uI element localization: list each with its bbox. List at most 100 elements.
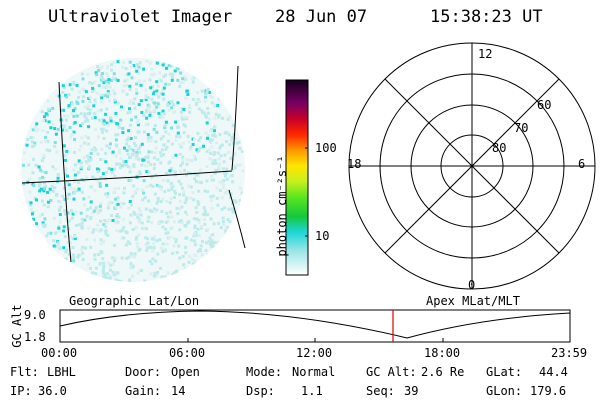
emission-pixel (117, 215, 121, 219)
emission-pixel (63, 158, 67, 162)
emission-pixel (229, 192, 233, 196)
emission-pixel (41, 223, 45, 227)
emission-pixel (204, 241, 208, 245)
emission-pixel (178, 256, 182, 260)
emission-pixel (158, 151, 162, 155)
emission-pixel (70, 132, 74, 136)
emission-pixel (146, 241, 150, 245)
seq-value: 39 (404, 384, 419, 398)
emission-pixel (89, 152, 93, 156)
emission-pixel (209, 141, 213, 145)
glat-label: GLat: (486, 365, 523, 379)
emission-pixel (122, 159, 126, 163)
emission-pixel (159, 154, 163, 158)
emission-pixel (41, 129, 45, 132)
emission-pixel (173, 170, 177, 174)
emission-pixel (200, 89, 204, 93)
emission-pixel (119, 279, 123, 282)
emission-pixel (207, 134, 211, 137)
emission-pixel (170, 226, 174, 230)
emission-pixel (163, 143, 167, 147)
emission-pixel (107, 261, 111, 265)
emission-pixel (116, 60, 120, 64)
emission-pixel (146, 122, 150, 126)
emission-pixel (178, 207, 182, 211)
emission-pixel (124, 243, 128, 247)
emission-pixel (96, 210, 100, 214)
emission-pixel (29, 136, 33, 140)
emission-pixel (97, 84, 101, 88)
emission-pixel (80, 72, 84, 76)
emission-pixel (207, 148, 211, 152)
emission-pixel (139, 99, 143, 103)
emission-pixel (184, 251, 188, 255)
emission-pixel (161, 109, 165, 113)
emission-pixel (102, 158, 106, 161)
emission-pixel (185, 162, 189, 166)
emission-pixel (210, 178, 214, 182)
emission-pixel (205, 88, 209, 92)
emission-pixel (192, 234, 196, 238)
emission-pixel (238, 163, 242, 167)
emission-pixel (150, 220, 154, 224)
emission-pixel (125, 78, 129, 82)
emission-pixel (167, 108, 171, 112)
emission-pixel (114, 77, 118, 81)
emission-pixel (179, 71, 183, 75)
emission-pixel (166, 102, 170, 106)
colorbar (285, 79, 309, 276)
emission-pixel (178, 135, 182, 139)
emission-pixel (155, 130, 159, 134)
door-label: Door: (125, 365, 162, 379)
emission-pixel (102, 81, 106, 85)
emission-pixel (101, 257, 105, 261)
emission-pixel (38, 214, 42, 218)
emission-pixel (79, 211, 83, 215)
emission-pixel (144, 207, 148, 211)
emission-pixel (170, 185, 174, 189)
emission-pixel (165, 145, 169, 149)
emission-pixel (139, 172, 142, 176)
emission-pixel (182, 117, 186, 121)
emission-pixel (154, 259, 158, 263)
emission-pixel (152, 246, 156, 250)
emission-pixel (144, 156, 148, 159)
emission-pixel (151, 92, 155, 96)
emission-pixel (44, 112, 48, 116)
emission-pixel (80, 248, 84, 252)
emission-pixel (153, 90, 157, 94)
emission-pixel (100, 75, 104, 79)
emission-pixel (220, 207, 224, 211)
emission-pixel (137, 79, 141, 83)
emission-pixel (192, 239, 196, 243)
emission-pixel (67, 106, 71, 109)
emission-pixel (140, 221, 144, 225)
emission-pixel (197, 218, 201, 222)
emission-pixel (164, 227, 168, 231)
emission-pixel (195, 148, 199, 152)
emission-pixel (197, 189, 201, 193)
emission-pixel (107, 167, 111, 171)
emission-pixel (174, 153, 178, 157)
emission-pixel (218, 97, 221, 101)
emission-pixel (217, 221, 221, 225)
emission-pixel (56, 91, 60, 95)
x-tick-2359: 23:59 (551, 346, 588, 360)
emission-pixel (193, 177, 197, 181)
emission-pixel (183, 224, 187, 227)
emission-pixel (61, 194, 65, 198)
emission-pixel (178, 84, 182, 88)
emission-pixel (46, 231, 50, 235)
dsp-label: Dsp: (246, 384, 275, 398)
emission-pixel (113, 175, 117, 179)
emission-pixel (155, 239, 159, 243)
emission-pixel (129, 99, 133, 103)
emission-pixel (123, 186, 126, 190)
emission-pixel (211, 162, 215, 165)
emission-pixel (81, 87, 85, 91)
emission-pixel (97, 109, 101, 113)
colorbar-tick-100: 100 (315, 141, 337, 155)
emission-pixel (144, 93, 148, 97)
emission-pixel (212, 222, 216, 226)
emission-pixel (142, 191, 146, 195)
